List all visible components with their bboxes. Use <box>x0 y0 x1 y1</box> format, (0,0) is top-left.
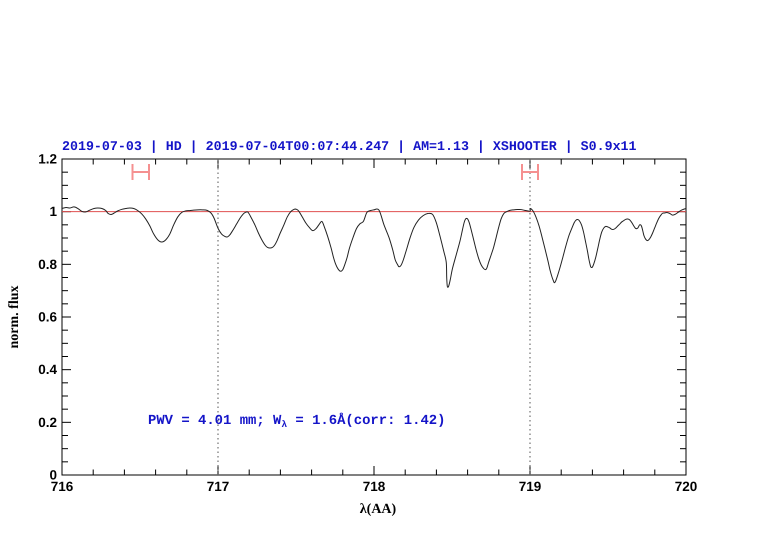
svg-text:0.4: 0.4 <box>38 362 57 377</box>
svg-text:717: 717 <box>207 479 230 494</box>
svg-text:0.2: 0.2 <box>38 415 57 430</box>
svg-text:norm. flux: norm. flux <box>7 286 22 349</box>
svg-text:1: 1 <box>49 204 57 219</box>
svg-text:720: 720 <box>675 479 698 494</box>
svg-text:716: 716 <box>51 479 74 494</box>
svg-text:λ(AA): λ(AA) <box>360 502 397 517</box>
svg-text:1.2: 1.2 <box>38 152 57 167</box>
svg-text:0.6: 0.6 <box>38 310 57 325</box>
svg-text:719: 719 <box>519 479 542 494</box>
svg-text:0.8: 0.8 <box>38 257 57 272</box>
svg-text:718: 718 <box>363 479 386 494</box>
